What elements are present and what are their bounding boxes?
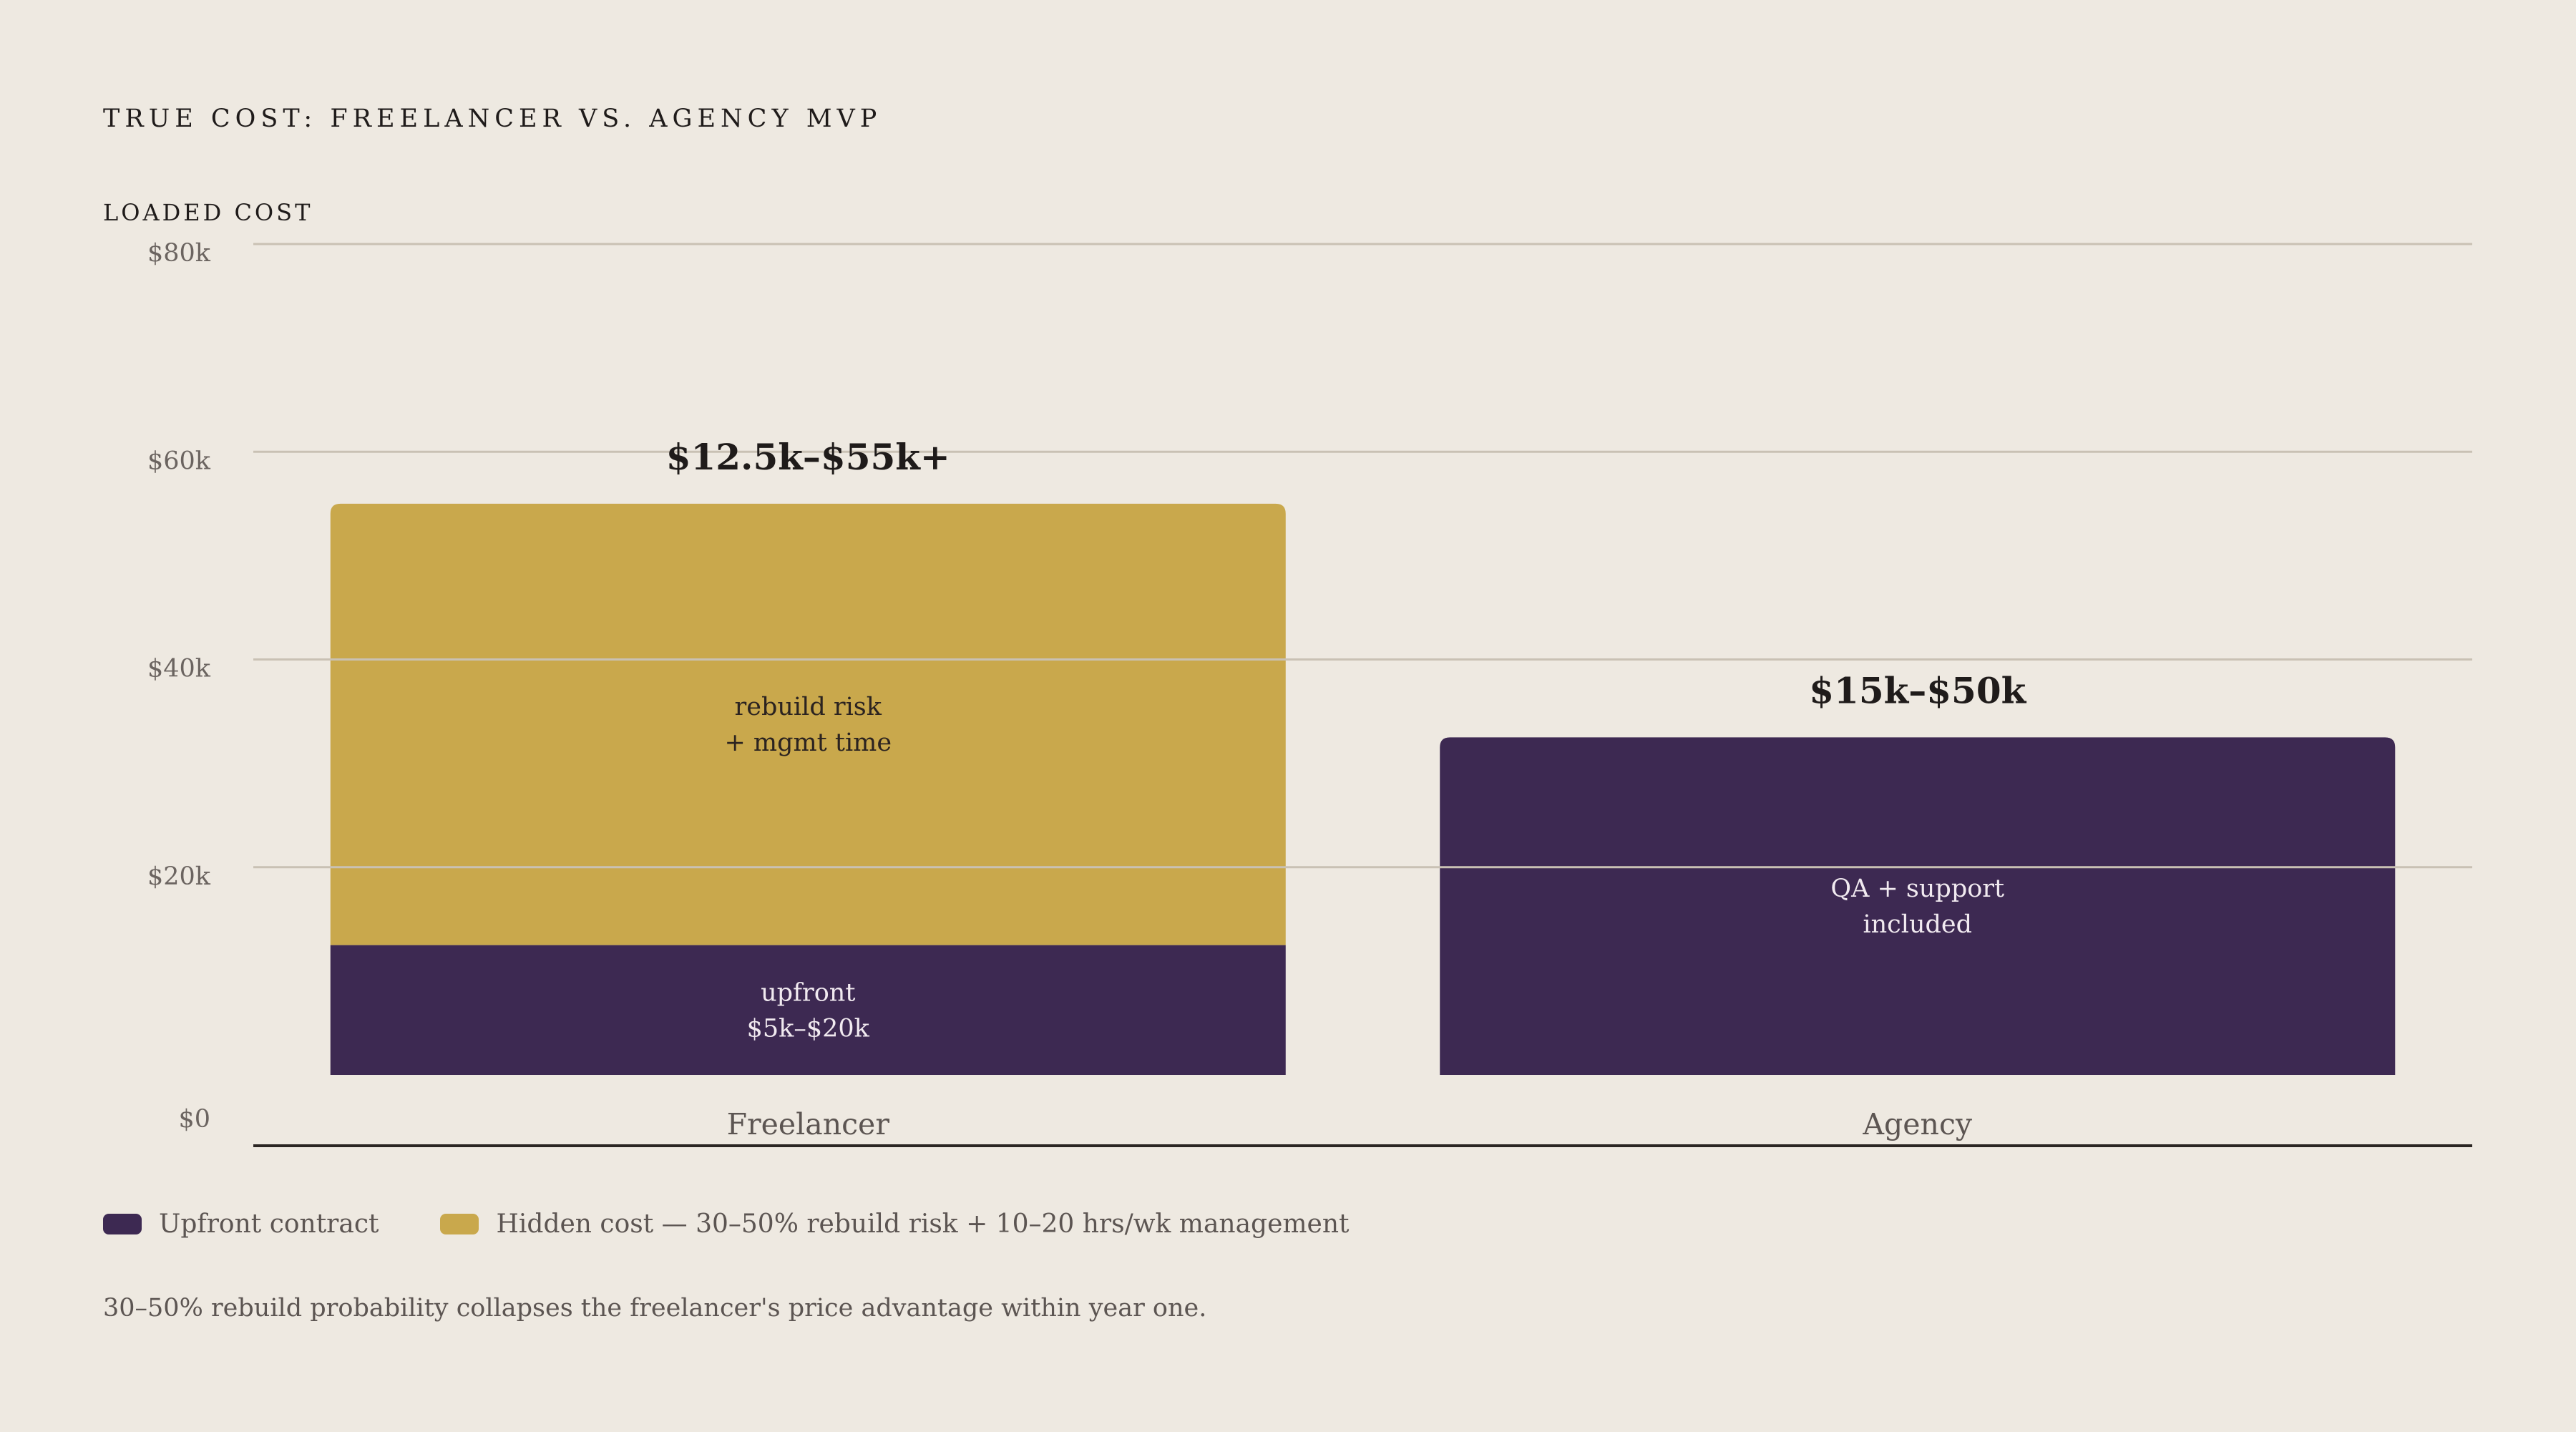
total-label-agency: $15k–$50k [1809, 669, 2026, 711]
segment-label-agency-upfront: QA + support [1830, 875, 2004, 903]
x-tick-label-freelancer: Freelancer [727, 1107, 890, 1141]
segment-label-freelancer-hidden-cost: + mgmt time [724, 729, 892, 757]
y-tick-label-40k: $40k [147, 655, 211, 683]
x-tick-label-agency: Agency [1862, 1107, 1972, 1141]
y-axis-title: LOADED COST [103, 199, 313, 226]
legend-item-upfront: Upfront contract [103, 1209, 379, 1239]
bar-labels: upfront $5k–$20k rebuild risk + mgmt time $1… [666, 436, 2027, 1141]
total-label-freelancer: $12.5k–$55k+ [666, 436, 950, 478]
chart-footnote: 30–50% rebuild probability collapses the… [103, 1294, 1207, 1323]
y-tick-label-20k: $20k [147, 862, 211, 891]
bar-freelancer-upfront [330, 945, 1286, 1075]
y-tick-label-0: $0 [178, 1105, 210, 1134]
legend-item-hidden-cost: Hidden cost — 30–50% rebuild risk + 10–2… [440, 1209, 1350, 1239]
gridlines [253, 243, 2472, 869]
y-tick-labels: $0 $20k $40k $60k $80k [147, 239, 211, 1134]
segment-label-agency-upfront: included [1863, 910, 1972, 939]
segment-label-freelancer-hidden-cost: rebuild risk [735, 693, 882, 721]
y-tick-label-80k: $80k [147, 239, 211, 268]
bars [330, 503, 2396, 1075]
segment-label-freelancer-upfront: $5k–$20k [747, 1014, 870, 1043]
chart-legend: Upfront contract Hidden cost — 30–50% re… [103, 1209, 1350, 1239]
legend-swatch-hidden-cost [440, 1214, 479, 1234]
chart-title: TRUE COST: FREELANCER VS. AGENCY MVP [103, 104, 882, 133]
legend-label-hidden-cost: Hidden cost — 30–50% rebuild risk + 10–2… [496, 1209, 1350, 1239]
segment-label-freelancer-upfront: upfront [761, 978, 855, 1007]
bar-agency-upfront [1440, 737, 2396, 1075]
bar-freelancer-hidden-cost [330, 503, 1286, 945]
y-tick-label-60k: $60k [147, 447, 211, 475]
legend-swatch-upfront [103, 1214, 142, 1234]
legend-label-upfront: Upfront contract [159, 1209, 379, 1239]
